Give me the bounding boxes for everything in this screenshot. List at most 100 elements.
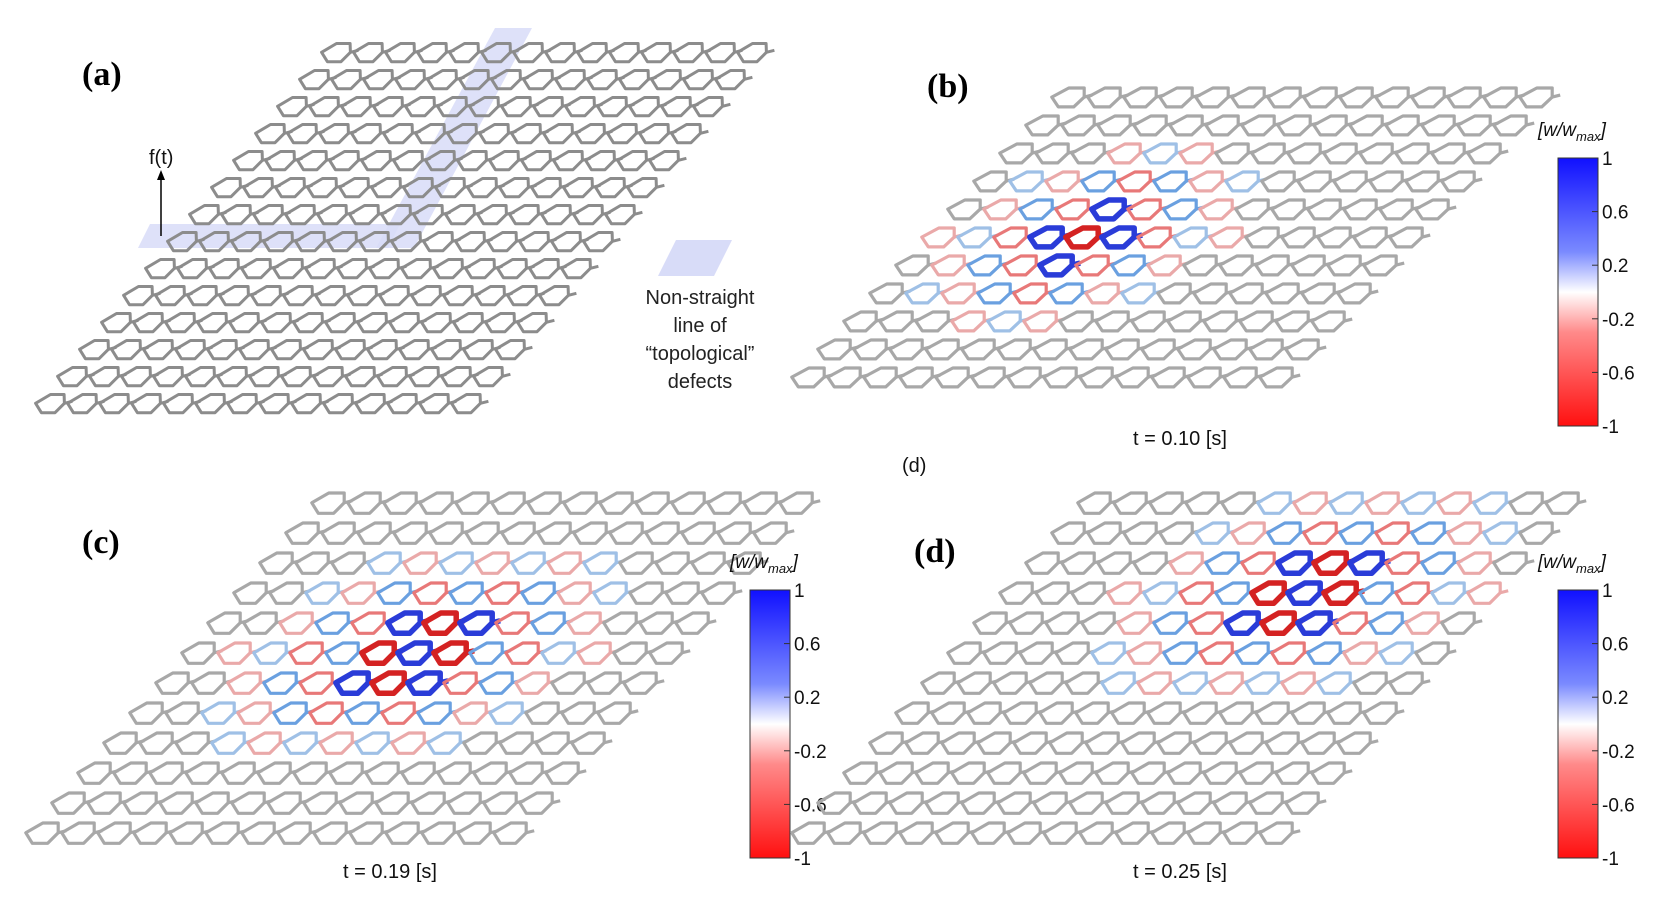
lattice-cell (426, 69, 458, 91)
lattice-cell (1316, 671, 1352, 695)
lattice-cell (476, 204, 508, 226)
lattice-cell (1060, 114, 1096, 137)
lattice-cell (1086, 521, 1122, 545)
lattice-cell (1166, 761, 1202, 785)
lattice-cell (1110, 701, 1146, 725)
lattice-cell (594, 177, 626, 199)
lattice-cell (356, 521, 392, 545)
lattice-cell (130, 393, 162, 415)
lattice-cell (384, 42, 416, 64)
lattice-cell (492, 821, 528, 845)
lattice-cell (262, 671, 298, 695)
legend-line-4: defects (668, 371, 732, 393)
lattice-stub (502, 372, 511, 378)
lattice-stub (700, 129, 709, 135)
lattice-cell (388, 312, 420, 334)
lattice-cell (442, 285, 474, 307)
lattice-cell (924, 338, 960, 361)
lattice-stub (577, 769, 587, 775)
lattice-cell (216, 366, 248, 388)
lattice-cell (680, 521, 716, 545)
lattice-cell (258, 551, 294, 575)
lattice-cell (842, 761, 878, 785)
lattice-cell (556, 581, 592, 605)
lattice-stub (1421, 233, 1431, 239)
force-label: f(t) (149, 147, 173, 169)
lattice-stub (744, 75, 753, 81)
lattice-cell (648, 641, 684, 665)
lattice-cell (664, 581, 700, 605)
colorbar-tick-label: -1 (794, 849, 811, 870)
lattice-cell (790, 821, 826, 845)
lattice-cell (1208, 226, 1244, 249)
lattice-cell (1384, 114, 1420, 137)
lattice-cell (462, 731, 498, 755)
lattice-cell (148, 761, 184, 785)
lattice-stub (1551, 93, 1561, 99)
lattice-cell (1002, 254, 1038, 277)
lattice-cell (382, 491, 418, 515)
lattice-cell (474, 285, 506, 307)
lattice-cell (1089, 197, 1127, 222)
lattice-cell (446, 791, 482, 815)
lattice-cell (1420, 114, 1456, 137)
lattice-cell (1182, 254, 1218, 277)
lattice-cell (138, 731, 174, 755)
lattice-cell (282, 731, 318, 755)
lattice-cell (414, 123, 446, 145)
lattice-cell (1186, 821, 1222, 845)
lattice-cell (174, 731, 210, 755)
lattice-stub (1577, 499, 1587, 505)
lattice-cell (1300, 731, 1336, 755)
lattice-cell (878, 761, 914, 785)
lattice-cell (1250, 142, 1286, 165)
lattice-cell (1338, 521, 1374, 545)
lattice-cell (1116, 170, 1152, 193)
lattice-cell (284, 521, 320, 545)
lattice-cell (1042, 821, 1078, 845)
lattice-cell (346, 491, 382, 515)
lattice-cell (180, 641, 216, 665)
lattice-cell (282, 285, 314, 307)
lattice-cell (852, 791, 888, 815)
lattice-cell (254, 123, 286, 145)
lattice-cell (154, 285, 186, 307)
lattice-cell (78, 339, 110, 361)
lattice-cell (1028, 671, 1064, 695)
lattice-cell (1058, 761, 1094, 785)
lattice-cell (356, 312, 388, 334)
lattice-cell (572, 521, 608, 545)
lattice-cell (338, 177, 370, 199)
lattice-cell (50, 791, 86, 815)
lattice-cell (904, 731, 940, 755)
lattice-cell (1388, 226, 1424, 249)
lattice-cell (998, 142, 1034, 165)
lattice-cell (330, 69, 362, 91)
lattice-cell (1024, 551, 1060, 575)
lattice-cell (1332, 170, 1368, 193)
lattice-cell (1104, 791, 1140, 815)
lattice-cell (1068, 338, 1104, 361)
lattice-cell (368, 258, 400, 280)
lattice-cell (1172, 671, 1208, 695)
lattice-cell (306, 177, 338, 199)
lattice-cell (1446, 521, 1482, 545)
lattice-cell (426, 731, 462, 755)
lattice-cell (288, 641, 324, 665)
lattice-cell (184, 761, 220, 785)
lattice-cell (894, 254, 930, 277)
lattice-cell (366, 339, 398, 361)
lattice-cell (318, 123, 350, 145)
lattice-stub (1291, 373, 1301, 379)
lattice-cell (432, 258, 464, 280)
lattice-cell (1192, 282, 1228, 305)
lattice-cell (60, 821, 96, 845)
lattice-cell (1114, 366, 1150, 389)
lattice-cell (1152, 170, 1188, 193)
lattice-cell (428, 521, 464, 545)
lattice-cell (1132, 551, 1168, 575)
lattice-cell (894, 701, 930, 725)
lattice-cell (842, 310, 878, 333)
lattice-cell (324, 641, 360, 665)
